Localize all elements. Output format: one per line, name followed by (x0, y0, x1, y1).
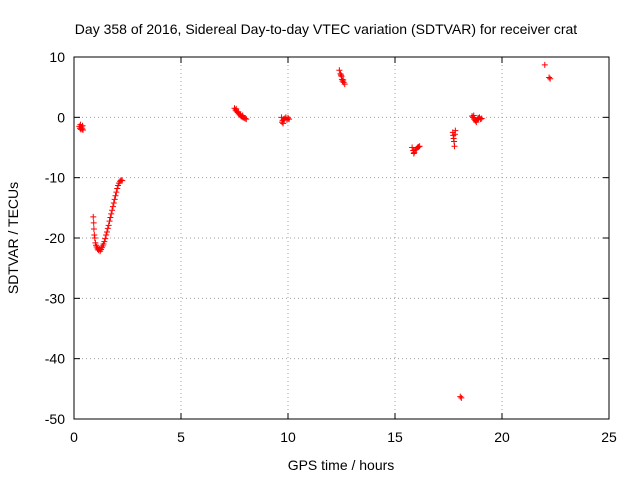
chart-title: Day 358 of 2016, Sidereal Day-to-day VTE… (75, 21, 577, 37)
axis-ticks: 0 5 10 15 20 25 10 0 -10 -20 -30 -40 -50 (45, 49, 617, 445)
data-point (477, 116, 484, 123)
data-point (104, 225, 111, 232)
data-point (112, 192, 119, 199)
data-point (105, 222, 112, 229)
data-point (113, 189, 120, 196)
data-point (109, 203, 116, 210)
y-axis-label: SDTVAR / TECUs (5, 182, 21, 294)
data-point (341, 81, 348, 88)
data-point (541, 61, 548, 68)
data-point (415, 143, 422, 150)
data-point (243, 116, 250, 123)
x-tick-label: 25 (601, 429, 617, 445)
data-point (90, 213, 97, 220)
y-tick-label: -40 (45, 351, 65, 367)
data-point (478, 115, 485, 122)
x-tick-label: 10 (280, 429, 296, 445)
x-axis-label: GPS time / hours (288, 457, 395, 473)
data-point (107, 214, 114, 221)
data-point (90, 225, 97, 232)
data-point (79, 127, 86, 134)
data-point (546, 74, 553, 81)
data-point (280, 120, 287, 127)
data-point (340, 76, 347, 83)
x-tick-label: 15 (387, 429, 403, 445)
data-point (286, 116, 293, 123)
y-tick-label: -50 (45, 411, 65, 427)
grid-lines (74, 57, 609, 419)
data-point (118, 177, 125, 184)
data-point (103, 231, 110, 238)
data-point (409, 144, 416, 151)
x-tick-label: 5 (177, 429, 185, 445)
data-point (102, 235, 109, 242)
data-point (338, 72, 345, 79)
x-tick-label: 0 (70, 429, 78, 445)
y-tick-label: 10 (49, 49, 65, 65)
data-point (110, 200, 117, 207)
data-point (103, 228, 110, 235)
data-point (285, 114, 291, 121)
data-points (76, 61, 554, 401)
data-point (90, 219, 97, 226)
data-point (109, 207, 116, 214)
data-point (452, 127, 459, 134)
y-tick-label: 0 (57, 109, 65, 125)
data-point (475, 114, 482, 121)
data-point (472, 117, 479, 124)
data-point (233, 105, 240, 112)
data-point (547, 75, 554, 82)
data-point (470, 112, 477, 119)
data-point (91, 235, 98, 241)
data-point (410, 150, 417, 157)
data-point (101, 238, 108, 245)
data-point (451, 143, 458, 150)
y-tick-label: -10 (45, 170, 65, 186)
data-point (239, 112, 246, 119)
data-point (119, 177, 126, 184)
data-point (416, 143, 423, 150)
data-point (242, 115, 249, 122)
data-point (106, 218, 113, 225)
y-tick-label: -30 (45, 290, 65, 306)
y-tick-label: -20 (45, 230, 65, 246)
data-point (458, 394, 465, 401)
data-point (108, 210, 115, 217)
data-point (111, 196, 118, 203)
data-point (114, 185, 121, 192)
x-tick-label: 20 (494, 429, 510, 445)
data-point (457, 393, 464, 400)
data-point (339, 78, 346, 85)
data-point (336, 67, 343, 74)
